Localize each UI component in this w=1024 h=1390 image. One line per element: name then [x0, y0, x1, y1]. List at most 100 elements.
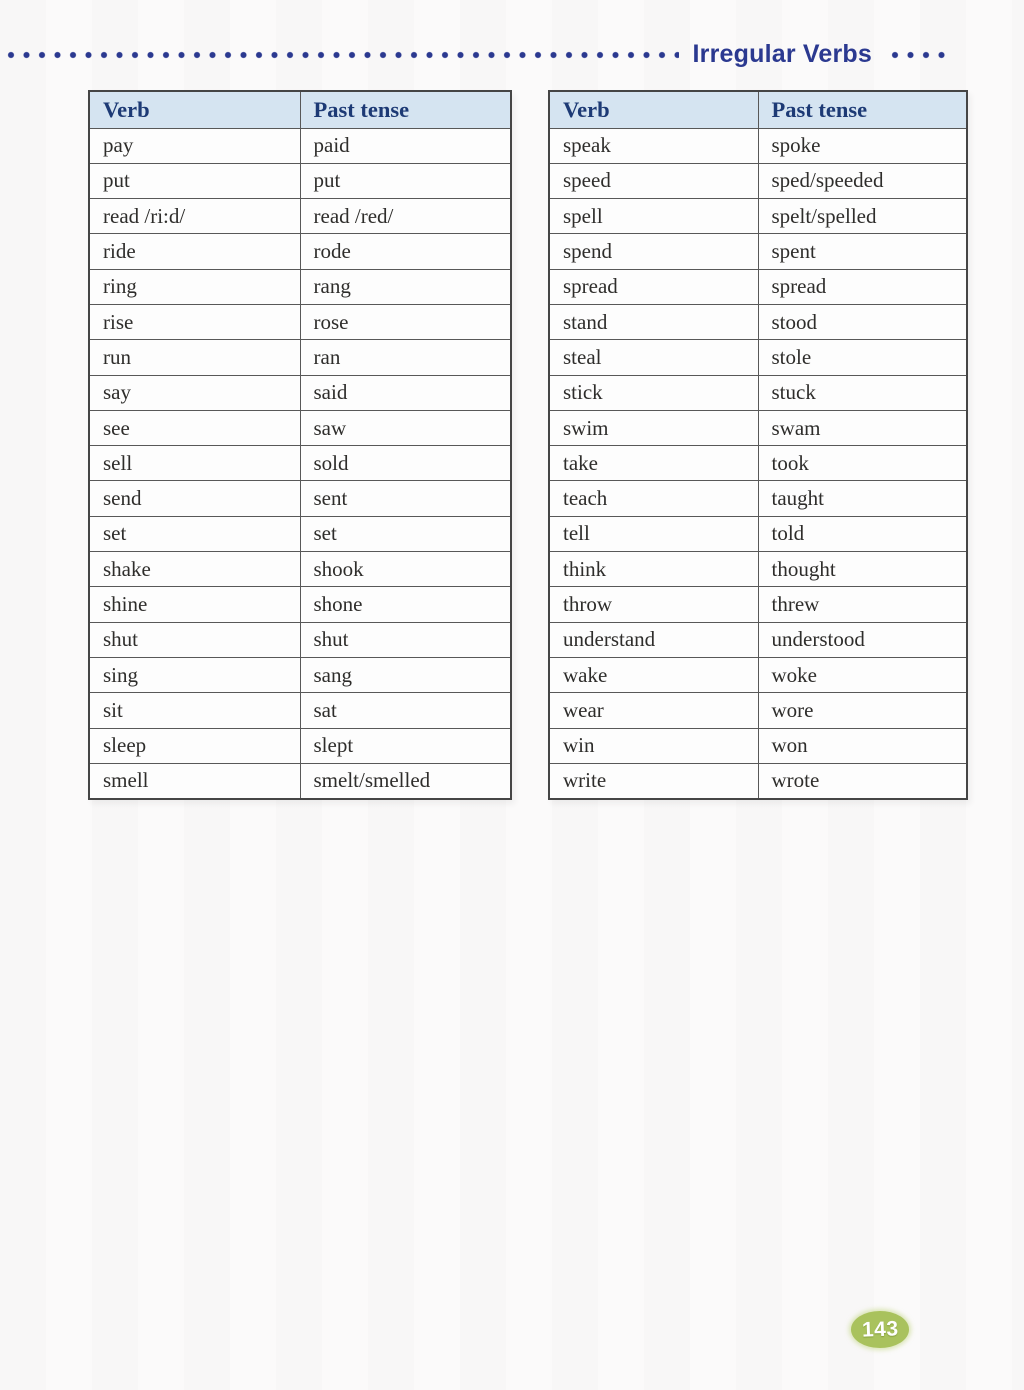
past-tense-column-header: Past tense: [757, 90, 968, 129]
verb-cell: wake: [548, 656, 759, 694]
section-header: Irregular Verbs: [4, 39, 952, 68]
table-row: throw threw: [548, 586, 968, 623]
past-tense-cell: taught: [757, 480, 968, 517]
table-row: rise rose: [88, 303, 512, 341]
past-tense-cell: sent: [299, 480, 512, 517]
table-row: wake woke: [548, 656, 968, 694]
table-row: speak spoke: [548, 127, 968, 164]
verb-cell: steal: [548, 339, 759, 376]
verb-cell: sell: [88, 445, 301, 482]
past-tense-cell: understood: [757, 621, 968, 658]
verb-cell: spell: [548, 198, 759, 235]
table-row: sit sat: [88, 692, 512, 729]
table-row: spend spent: [548, 233, 968, 270]
verb-cell: run: [88, 339, 301, 376]
table-row: say said: [88, 374, 512, 411]
verb-cell: shine: [88, 586, 301, 623]
verb-cell: shut: [88, 621, 301, 658]
table-row: shake shook: [88, 551, 512, 588]
table-head: Verb Past tense: [88, 90, 512, 129]
past-tense-cell: won: [757, 727, 968, 764]
past-tense-cell: wrote: [757, 762, 968, 800]
table-row: stand stood: [548, 303, 968, 341]
past-tense-cell: rang: [299, 268, 512, 305]
past-tense-cell: slept: [299, 727, 512, 764]
past-tense-cell: spent: [757, 233, 968, 270]
table-row: send sent: [88, 480, 512, 517]
past-tense-cell: spoke: [757, 127, 968, 164]
page-number-badge: 143: [851, 1311, 909, 1348]
table-row: set set: [88, 515, 512, 553]
past-tense-column-header: Past tense: [299, 90, 512, 129]
verb-cell: win: [548, 727, 759, 764]
dotted-leader-line: [4, 50, 679, 60]
past-tense-cell: stuck: [757, 374, 968, 411]
table-row: stick stuck: [548, 374, 968, 411]
header-row: Verb Past tense: [88, 90, 512, 129]
verb-cell: throw: [548, 586, 759, 623]
table-row: sleep slept: [88, 727, 512, 764]
verb-cell: understand: [548, 621, 759, 658]
verb-cell: sleep: [88, 727, 301, 764]
table-row: understand understood: [548, 621, 968, 658]
past-tense-cell: rode: [299, 233, 512, 270]
past-tense-cell: shook: [299, 551, 512, 588]
verb-cell: take: [548, 445, 759, 482]
table-row: think thought: [548, 551, 968, 588]
past-tense-cell: stole: [757, 339, 968, 376]
verb-cell: think: [548, 551, 759, 588]
past-tense-cell: shut: [299, 621, 512, 658]
past-tense-cell: read /red/: [299, 198, 512, 235]
verb-cell: sing: [88, 656, 301, 694]
verb-cell: swim: [548, 409, 759, 447]
table-row: tell told: [548, 515, 968, 553]
verb-cell: stick: [548, 374, 759, 411]
verb-cell: ring: [88, 268, 301, 305]
page-title: Irregular Verbs: [692, 39, 872, 68]
past-tense-cell: sped/speeded: [757, 162, 968, 200]
table-row: swim swam: [548, 409, 968, 447]
table-row: read /ri:d/read /red/: [88, 198, 512, 235]
table-row: sell sold: [88, 445, 512, 482]
table-row: steal stole: [548, 339, 968, 376]
past-tense-cell: sat: [299, 692, 512, 729]
verb-cell: sit: [88, 692, 301, 729]
irregular-verbs-table-right: Verb Past tense speak spoke speed sped/speed…: [548, 90, 968, 800]
past-tense-cell: saw: [299, 409, 512, 447]
table-row: ring rang: [88, 268, 512, 305]
verb-cell: send: [88, 480, 301, 517]
header-row: Verb Past tense: [548, 90, 968, 129]
verb-cell: smell: [88, 762, 301, 800]
past-tense-cell: swam: [757, 409, 968, 447]
table-row: spread spread: [548, 268, 968, 305]
past-tense-cell: ran: [299, 339, 512, 376]
past-tense-cell: told: [757, 515, 968, 553]
table-row: shut shut: [88, 621, 512, 658]
irregular-verbs-table-left: Verb Past tense pay paid put put read /ri:d/r…: [88, 90, 512, 800]
verb-cell: read /ri:d/: [88, 198, 301, 235]
table-row: win won: [548, 727, 968, 764]
table-row: smell smelt/smelled: [88, 762, 512, 800]
past-tense-cell: shone: [299, 586, 512, 623]
table-row: wear wore: [548, 692, 968, 729]
past-tense-cell: said: [299, 374, 512, 411]
table-body: speak spoke speed sped/speeded spell spelt/sp…: [548, 127, 968, 800]
verb-cell: put: [88, 162, 301, 200]
verb-cell: rise: [88, 303, 301, 341]
verb-cell: stand: [548, 303, 759, 341]
table-row: teach taught: [548, 480, 968, 517]
past-tense-cell: took: [757, 445, 968, 482]
verb-cell: write: [548, 762, 759, 800]
verb-column-header: Verb: [548, 90, 759, 129]
verb-cell: tell: [548, 515, 759, 553]
verb-cell: shake: [88, 551, 301, 588]
verb-cell: ride: [88, 233, 301, 270]
past-tense-cell: thought: [757, 551, 968, 588]
dotted-trailer-line: [888, 50, 952, 60]
table-row: speed sped/speeded: [548, 162, 968, 200]
past-tense-cell: put: [299, 162, 512, 200]
verb-cell: speak: [548, 127, 759, 164]
verb-cell: wear: [548, 692, 759, 729]
verb-cell: speed: [548, 162, 759, 200]
verb-cell: spread: [548, 268, 759, 305]
